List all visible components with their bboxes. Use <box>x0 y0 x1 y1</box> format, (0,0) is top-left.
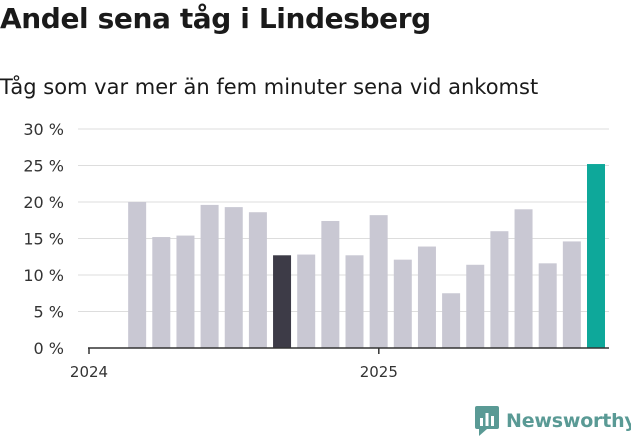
y-tick-label: 30 % <box>23 120 64 139</box>
bar <box>248 212 267 348</box>
x-tick-label: 2024 <box>70 363 108 381</box>
y-tick-label: 15 % <box>23 230 64 249</box>
brand-name: Newsworthy <box>506 410 631 432</box>
bar <box>152 237 171 348</box>
bar <box>442 293 461 348</box>
bar <box>176 235 195 348</box>
y-tick-label: 25 % <box>23 157 64 176</box>
y-tick-label: 0 % <box>34 339 64 358</box>
bar <box>297 254 316 348</box>
bar <box>393 259 412 348</box>
bar <box>417 246 436 348</box>
bar <box>345 255 364 348</box>
bar <box>490 231 509 348</box>
bar <box>321 220 340 348</box>
bar <box>128 202 147 348</box>
bar <box>273 255 292 348</box>
bar <box>538 263 557 348</box>
bar <box>514 209 533 348</box>
newsworthy-logo-icon <box>475 406 499 436</box>
chart-subtitle: Tåg som var mer än fem minuter sena vid … <box>0 75 539 99</box>
bar <box>466 264 485 348</box>
chart-title: Andel sena tåg i Lindesberg <box>0 2 431 35</box>
x-tick-label: 2025 <box>360 363 398 381</box>
bar <box>562 241 581 348</box>
y-tick-label: 5 % <box>34 303 64 322</box>
bar <box>200 204 219 348</box>
brand-logo: Newsworthy <box>475 406 631 436</box>
bar <box>587 164 605 348</box>
y-tick-label: 10 % <box>23 266 64 285</box>
bar <box>224 207 243 348</box>
y-tick-label: 20 % <box>23 193 64 212</box>
bar <box>369 215 388 348</box>
